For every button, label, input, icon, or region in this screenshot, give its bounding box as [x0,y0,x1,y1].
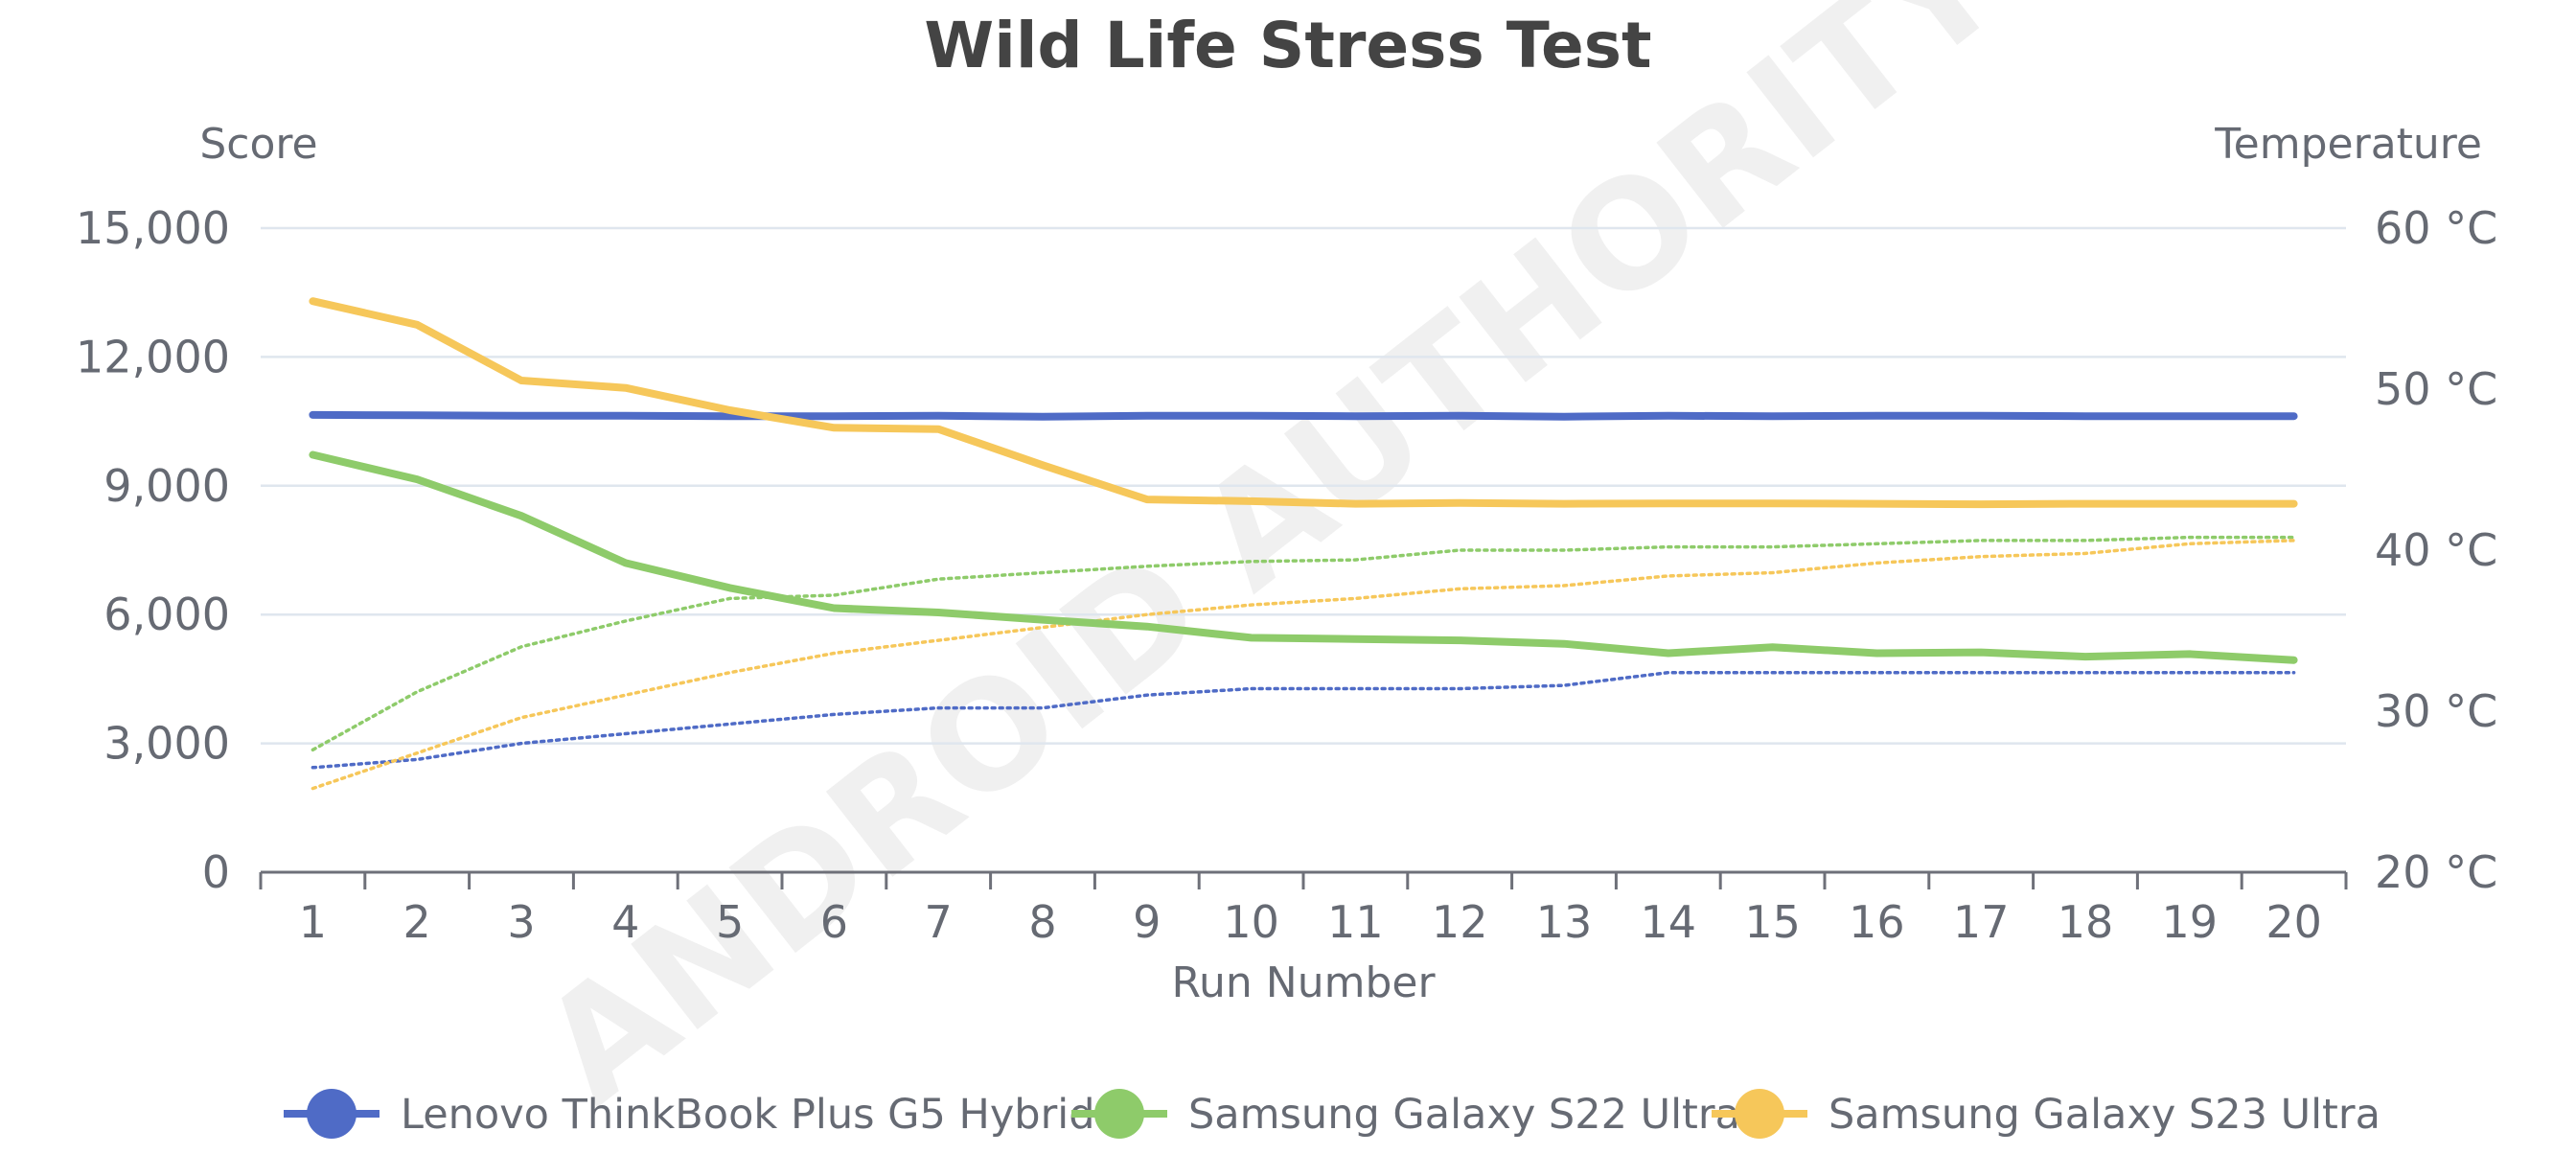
x-tick-label: 1 [299,896,327,948]
x-tick-label: 15 [1744,896,1801,948]
temperature-line-series-3 [310,539,2296,791]
y-left-tick-label: 15,000 [76,202,230,254]
y-left-axis-title: Score [199,120,317,169]
x-tick-label: 7 [925,896,953,948]
y-left-tick-label: 0 [202,846,230,898]
x-tick-label: 19 [2162,896,2219,948]
y-right-tick-label: 50 °C [2375,363,2497,415]
chart-title: Wild Life Stress Test [924,9,1651,82]
x-tick-label: 16 [1849,896,1905,948]
x-tick-label: 18 [2058,896,2114,948]
score-line-series-3 [309,297,2298,509]
y-right-tick-label: 40 °C [2375,524,2497,576]
legend-swatch-marker [307,1089,356,1139]
x-tick-label: 12 [1432,896,1488,948]
legend-item: Lenovo ThinkBook Plus G5 Hybrid [284,1089,1095,1139]
y-left-tick-label: 6,000 [104,589,230,640]
y-right-tick-label: 30 °C [2375,685,2497,737]
x-tick-label: 14 [1641,896,1697,948]
legend-label: Lenovo ThinkBook Plus G5 Hybrid [401,1091,1095,1139]
x-tick-label: 3 [507,896,535,948]
x-tick-label: 4 [611,896,639,948]
legend-label: Samsung Galaxy S23 Ultra [1828,1091,2380,1139]
y-right-tick-label: 20 °C [2375,846,2497,898]
axis-layer [259,870,2348,889]
y-left-tick-label: 9,000 [104,460,230,512]
temperature-line-series-2 [310,535,2296,752]
x-tick-label: 17 [1953,896,2010,948]
y-left-tick-label: 3,000 [104,718,230,770]
x-tick-label: 11 [1327,896,1384,948]
x-tick-label: 6 [820,896,848,948]
legend: Lenovo ThinkBook Plus G5 Hybrid Samsung G… [284,1089,2380,1139]
y-right-axis-title: Temperature [2214,120,2482,169]
legend-label: Samsung Galaxy S22 Ultra [1188,1091,1740,1139]
temperature-line-series-1 [310,670,2296,770]
legend-swatch-marker [1094,1089,1144,1139]
legend-swatch-marker [1735,1089,1784,1139]
x-tick-label: 10 [1223,896,1279,948]
tick-label-layer: 0 3,000 6,000 9,000 12,000 15,000 20 °C 30 °C 40… [76,202,2497,948]
x-tick-label: 9 [1133,896,1161,948]
x-tick-label: 8 [1028,896,1056,948]
score-line-series-1 [309,410,2298,421]
x-tick-label: 5 [716,896,744,948]
x-tick-label: 2 [403,896,431,948]
x-axis-title: Run Number [1171,958,1436,1007]
legend-item: Samsung Galaxy S23 Ultra [1712,1089,2380,1139]
y-right-tick-label: 60 °C [2375,202,2497,254]
legend-item: Samsung Galaxy S22 Ultra [1071,1089,1740,1139]
series-layer [309,297,2298,791]
grid-layer [261,226,2346,745]
score-line-series-2 [309,450,2298,664]
x-tick-label: 20 [2266,896,2322,948]
y-left-tick-label: 12,000 [76,331,230,382]
x-tick-label: 13 [1536,896,1593,948]
